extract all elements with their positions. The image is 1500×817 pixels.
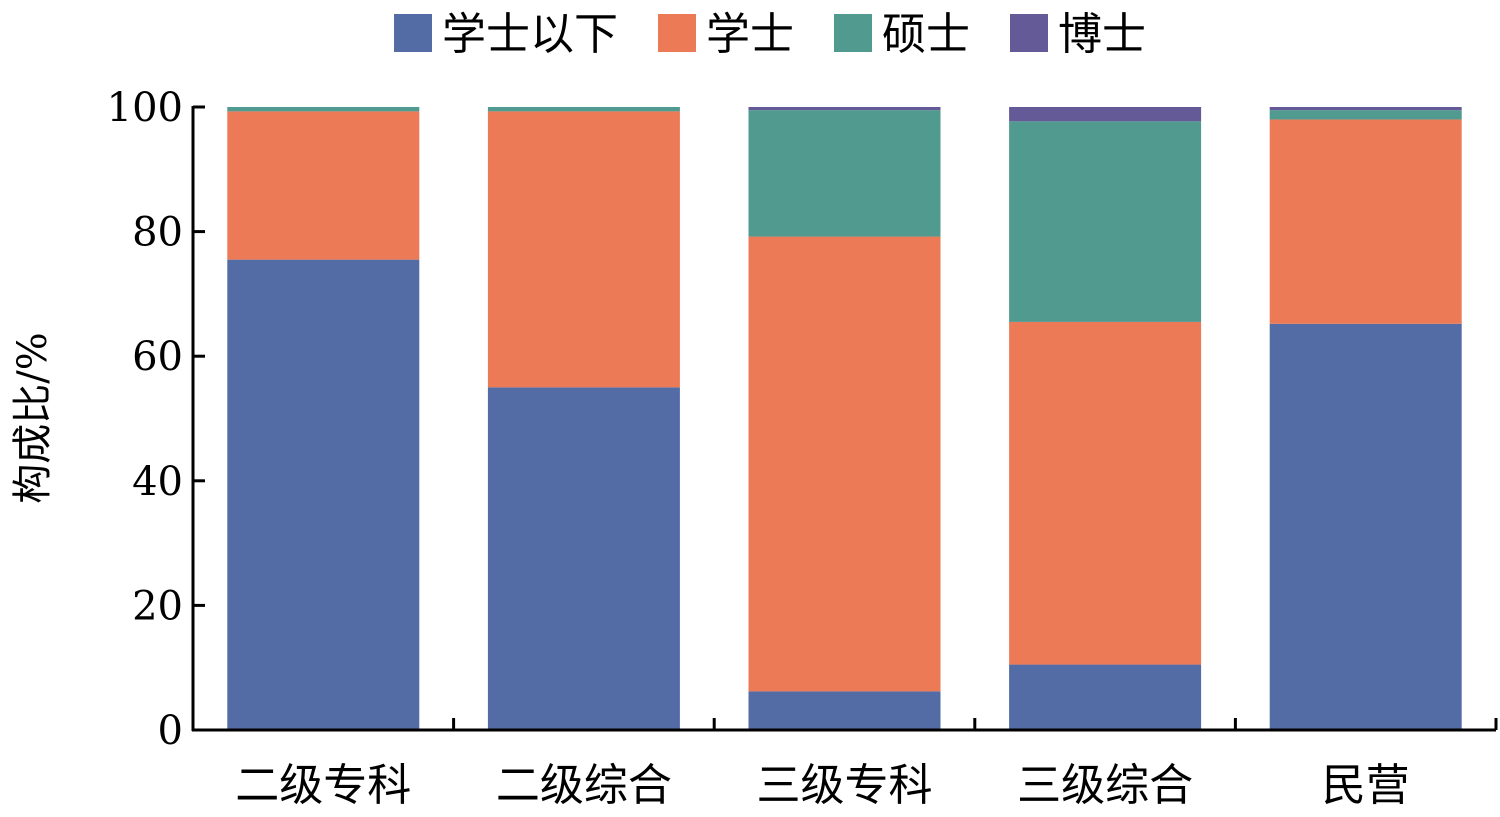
legend-item: 硕士 bbox=[834, 9, 970, 60]
bar-segment-1 bbox=[227, 259, 420, 730]
bar-segment-4 bbox=[748, 107, 941, 111]
bar-segment-1 bbox=[1009, 664, 1202, 730]
legend-item: 学士 bbox=[658, 9, 794, 60]
y-tick-label: 20 bbox=[132, 583, 183, 629]
bar-segment-3 bbox=[1009, 121, 1202, 322]
bar-segment-2 bbox=[227, 111, 420, 260]
bar-segment-3 bbox=[487, 107, 680, 112]
legend-label: 硕士 bbox=[882, 9, 970, 60]
legend: 学士以下 学士 硕士 博士 bbox=[394, 9, 1146, 60]
legend-label: 博士 bbox=[1058, 9, 1146, 60]
bar-stack bbox=[748, 107, 941, 730]
bar-segment-3 bbox=[748, 110, 941, 237]
bar-segment-1 bbox=[487, 387, 680, 730]
legend-swatch bbox=[1010, 14, 1048, 52]
x-category-label: 二级综合 bbox=[496, 760, 672, 811]
x-category-label: 三级专科 bbox=[757, 760, 933, 811]
y-tick-label: 40 bbox=[132, 459, 183, 505]
bar-segment-2 bbox=[1269, 119, 1462, 324]
legend-item: 博士 bbox=[1010, 9, 1146, 60]
legend-label: 学士 bbox=[706, 9, 794, 60]
legend-swatch bbox=[394, 14, 432, 52]
bar-segment-4 bbox=[1269, 107, 1462, 111]
bar-segment-1 bbox=[1269, 323, 1462, 730]
bar-segment-4 bbox=[1009, 107, 1202, 122]
bar-segment-1 bbox=[748, 691, 941, 730]
x-axis-categories: 二级专科 二级综合 三级专科 三级综合 民营 bbox=[235, 760, 1409, 811]
bar-segment-3 bbox=[227, 107, 420, 112]
y-tick-label: 60 bbox=[132, 334, 183, 380]
legend-label: 学士以下 bbox=[442, 9, 618, 60]
x-category-label: 二级专科 bbox=[235, 760, 411, 811]
y-axis-ticks: 0 20 40 60 80 100 bbox=[107, 85, 205, 754]
legend-item: 学士以下 bbox=[394, 9, 618, 60]
bar-segment-2 bbox=[487, 111, 680, 388]
bar-segment-2 bbox=[748, 236, 941, 692]
legend-swatch bbox=[658, 14, 696, 52]
bar-stack bbox=[227, 107, 420, 730]
bar-stacks bbox=[227, 107, 1462, 730]
legend-swatch bbox=[834, 14, 872, 52]
bar-stack bbox=[1009, 107, 1202, 730]
y-tick-label: 0 bbox=[158, 708, 183, 754]
axes bbox=[191, 106, 1498, 732]
bar-stack bbox=[487, 107, 680, 730]
y-tick-label: 80 bbox=[132, 210, 183, 256]
y-tick-label: 100 bbox=[107, 85, 183, 131]
bar-segment-3 bbox=[1269, 110, 1462, 120]
x-category-label: 民营 bbox=[1322, 760, 1410, 811]
y-axis-label: 构成比/% bbox=[10, 332, 56, 503]
bar-stack bbox=[1269, 107, 1462, 730]
bar-segment-2 bbox=[1009, 321, 1202, 665]
x-category-label: 三级综合 bbox=[1017, 760, 1193, 811]
